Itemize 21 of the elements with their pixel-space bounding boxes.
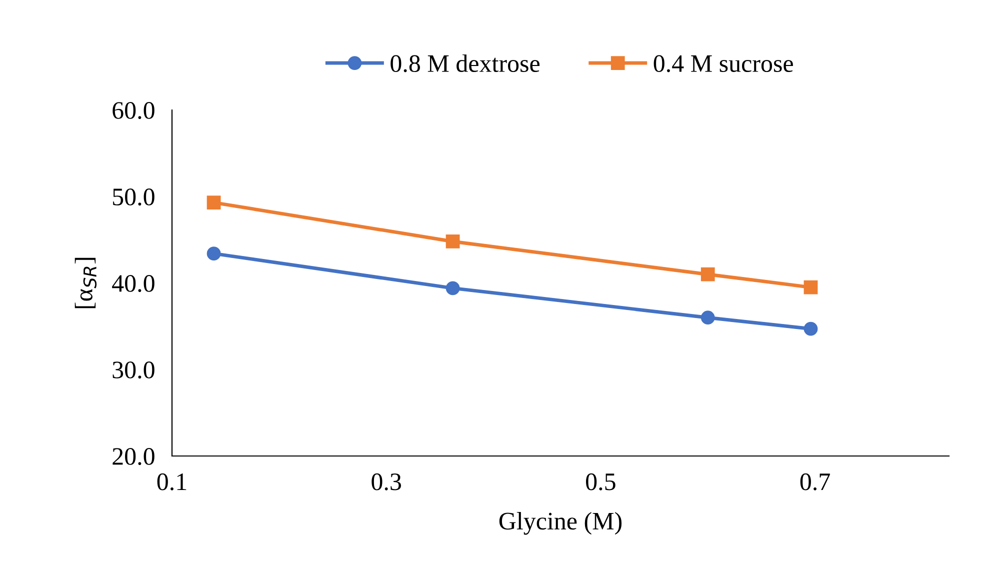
x-tick-label: 0.7 bbox=[800, 473, 830, 490]
y-tick-label: 60.0 bbox=[112, 102, 154, 120]
y-tick-label: 20.0 bbox=[112, 448, 154, 466]
point bbox=[700, 267, 715, 282]
y-tick-label: 50.0 bbox=[113, 188, 154, 206]
legend-label: 0.8 M dextrose bbox=[390, 54, 540, 72]
point bbox=[446, 281, 460, 296]
point bbox=[700, 310, 715, 325]
x-tick-label: 0.1 bbox=[157, 473, 186, 490]
x-axis-title: Glycine (M) bbox=[499, 512, 622, 535]
x-tick-label: 0.5 bbox=[586, 473, 616, 490]
point bbox=[804, 280, 818, 294]
point bbox=[804, 322, 818, 336]
y-tick-label: 30.0 bbox=[112, 362, 154, 379]
x-tick-label: 0.3 bbox=[372, 473, 401, 490]
legend-label: 0.4 M sucrose bbox=[654, 55, 793, 72]
point bbox=[206, 246, 221, 261]
point bbox=[206, 196, 221, 210]
y-tick-label: 40.0 bbox=[112, 275, 154, 292]
y-axis-title: [α$_{SR}$] bbox=[74, 258, 97, 308]
point bbox=[446, 234, 460, 248]
